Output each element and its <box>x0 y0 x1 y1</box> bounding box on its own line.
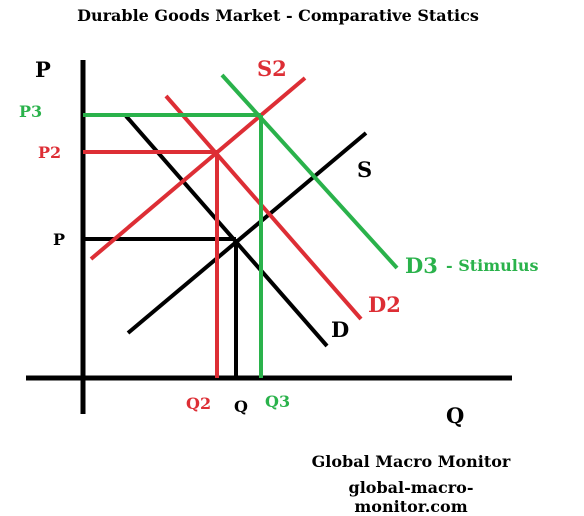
price-label-p: P <box>53 230 65 249</box>
supply-curve-s2 <box>89 76 307 261</box>
curve-label-d3: D3 <box>405 253 438 278</box>
curve-label-s: S <box>357 157 372 182</box>
credit-name: Global Macro Monitor <box>311 452 511 471</box>
demand-curve-d3 <box>220 73 399 270</box>
demand-curve-d <box>124 114 329 348</box>
curve-label-d: D <box>331 317 349 342</box>
quantity-label-q3: Q3 <box>265 392 290 411</box>
price-label-p2: P2 <box>38 143 61 162</box>
quantity-label-q: Q <box>234 397 248 416</box>
x-axis-label: Q <box>446 403 464 428</box>
supply-curve-s <box>126 131 368 335</box>
quantity-label-q2: Q2 <box>186 394 211 413</box>
price-label-p3: P3 <box>19 102 42 121</box>
demand-curve-d2 <box>164 94 363 321</box>
curve-label-d3-note: - Stimulus <box>446 256 539 275</box>
diagram-title: Durable Goods Market - Comparative Stati… <box>77 6 479 25</box>
credit-url: global-macro-monitor.com <box>348 478 474 516</box>
curve-label-d2: D2 <box>368 292 401 317</box>
y-axis-label: P <box>35 57 51 82</box>
curve-label-s2: S2 <box>257 56 287 81</box>
